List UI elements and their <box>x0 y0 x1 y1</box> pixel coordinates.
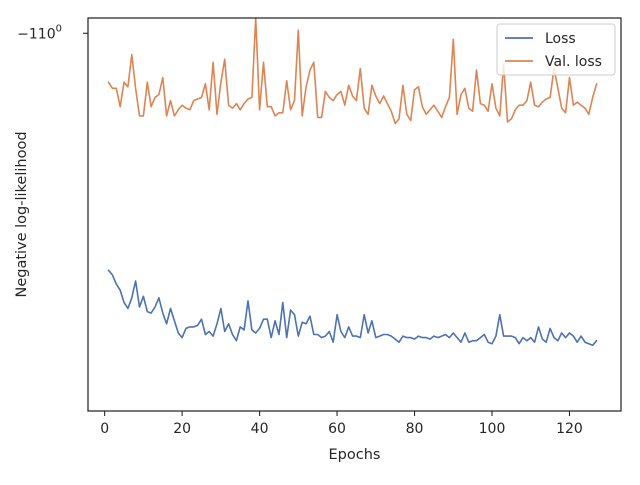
x-tick-label: 120 <box>556 421 583 437</box>
legend-label-val-loss: Val. loss <box>545 54 602 70</box>
series-line-1 <box>107 17 598 125</box>
x-tick-label: 40 <box>251 421 269 437</box>
x-axis: 0 20 40 60 80 100 120 <box>100 411 583 437</box>
plot-background <box>88 18 621 411</box>
legend: Loss Val. loss <box>496 23 616 76</box>
legend-box <box>496 23 616 76</box>
legend-label-loss: Loss <box>545 31 576 47</box>
plot-frame <box>87 17 622 412</box>
series-layer <box>107 17 598 347</box>
y-axis: −1100 <box>17 23 88 42</box>
series-line-0 <box>107 269 598 347</box>
x-tick-label: 20 <box>173 421 191 437</box>
y-tick-label: −1100 <box>17 23 62 42</box>
x-axis-label: Epochs <box>329 447 381 463</box>
x-tick-label: 0 <box>100 421 109 437</box>
x-tick-label: 100 <box>479 421 506 437</box>
x-tick-label: 60 <box>328 421 346 437</box>
plot-area <box>87 17 622 412</box>
y-axis-label: Negative log-likelihood <box>14 131 30 297</box>
x-tick-label: 80 <box>406 421 424 437</box>
